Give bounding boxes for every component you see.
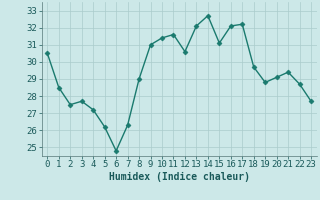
X-axis label: Humidex (Indice chaleur): Humidex (Indice chaleur) [109, 172, 250, 182]
